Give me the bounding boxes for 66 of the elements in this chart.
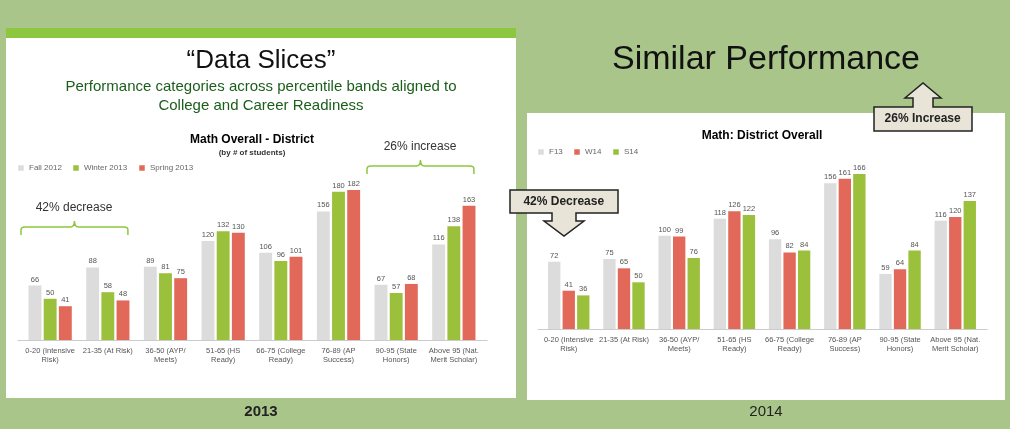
bar (548, 261, 561, 329)
bar (783, 252, 796, 329)
bar (374, 284, 388, 340)
bar (174, 278, 188, 340)
bar (316, 211, 330, 340)
bar (43, 298, 57, 340)
text: Similar Performance (611, 38, 921, 77)
bar (838, 178, 851, 329)
bar (447, 226, 461, 340)
text: 26% Increase (883, 111, 962, 126)
bar (101, 292, 115, 340)
bar (259, 252, 273, 340)
annotation: 42% Decrease (522, 193, 606, 208)
bar (658, 235, 671, 329)
bar (853, 174, 866, 329)
bar (332, 191, 345, 340)
text: 2013 (243, 402, 279, 419)
bar (673, 236, 686, 329)
bar (159, 273, 172, 340)
bar (432, 244, 446, 340)
text: 26% increase (382, 138, 458, 153)
legend-label: F13 (549, 147, 564, 156)
bar (231, 232, 245, 340)
bar (768, 239, 782, 329)
bar (824, 183, 837, 329)
bar (632, 282, 645, 329)
bar (934, 220, 947, 329)
bar (462, 205, 476, 340)
bar (404, 283, 418, 340)
bar (28, 285, 42, 340)
bar (86, 267, 100, 340)
legend-label: Winter 2013 (84, 163, 128, 172)
bar (797, 250, 811, 329)
bar (389, 293, 403, 340)
bar (893, 269, 907, 329)
chart-title: Math: District Overall (701, 128, 823, 142)
bar (562, 290, 575, 329)
bar (603, 258, 616, 329)
annotation: 42% decrease (34, 200, 114, 215)
text: Performance categories across percentile bands aligned to College and Career Readiness (64, 76, 458, 114)
bar (963, 201, 976, 329)
legend-label: S14 (624, 147, 639, 156)
chart-title: Math Overall - District (189, 132, 315, 146)
bar (949, 216, 962, 329)
bar (347, 190, 361, 340)
bar (216, 231, 230, 340)
bar (617, 268, 631, 329)
bar (274, 260, 288, 340)
bar (713, 218, 727, 329)
bar (289, 256, 303, 340)
bar (687, 258, 700, 329)
bar (58, 306, 72, 340)
text: 2014 (748, 402, 784, 419)
bar (201, 241, 215, 340)
bar (728, 211, 741, 329)
bar (116, 300, 130, 340)
bar (908, 250, 921, 329)
legend-label: Spring 2013 (150, 163, 194, 172)
text: “Data Slices” (185, 44, 337, 75)
bar (577, 295, 590, 329)
bar (143, 266, 157, 340)
legend-label: Fall 2012 (29, 163, 63, 172)
bar (879, 273, 892, 329)
chart-subtitle: (by # of students) (218, 148, 286, 157)
legend-label: W14 (585, 147, 602, 156)
bar (742, 215, 756, 329)
